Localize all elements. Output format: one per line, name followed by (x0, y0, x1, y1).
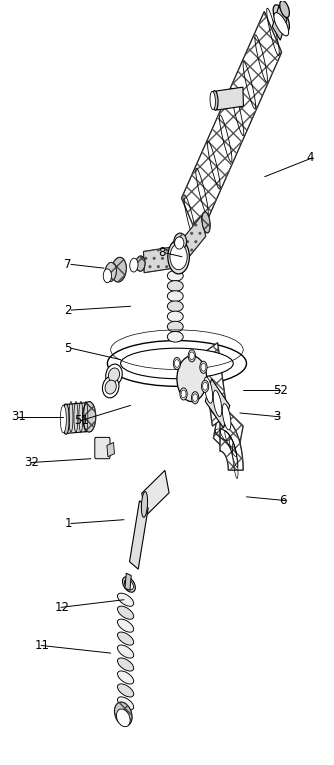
Ellipse shape (118, 619, 134, 632)
Polygon shape (107, 442, 115, 457)
Text: 51: 51 (74, 414, 89, 427)
Ellipse shape (170, 244, 187, 270)
Ellipse shape (105, 262, 117, 282)
Ellipse shape (118, 593, 134, 607)
Polygon shape (202, 343, 227, 426)
Ellipse shape (118, 645, 134, 658)
Ellipse shape (167, 321, 183, 332)
Polygon shape (144, 246, 179, 272)
Ellipse shape (191, 392, 199, 404)
Ellipse shape (167, 301, 183, 311)
Ellipse shape (174, 360, 179, 367)
Ellipse shape (118, 658, 134, 671)
Ellipse shape (167, 281, 183, 291)
Ellipse shape (181, 390, 186, 398)
Ellipse shape (118, 697, 134, 710)
Polygon shape (142, 470, 169, 516)
Ellipse shape (174, 233, 187, 250)
Ellipse shape (212, 90, 218, 110)
Ellipse shape (167, 331, 183, 342)
Polygon shape (181, 11, 282, 239)
Text: 5: 5 (64, 342, 72, 355)
Ellipse shape (107, 340, 246, 386)
Text: 7: 7 (64, 258, 72, 271)
Ellipse shape (130, 259, 138, 272)
Ellipse shape (124, 579, 133, 590)
Ellipse shape (115, 702, 132, 726)
Ellipse shape (167, 311, 183, 322)
Ellipse shape (103, 269, 112, 282)
Ellipse shape (167, 291, 183, 301)
Text: 31: 31 (11, 410, 26, 423)
Polygon shape (272, 6, 287, 41)
Ellipse shape (168, 239, 189, 274)
Ellipse shape (222, 404, 231, 430)
Ellipse shape (82, 402, 96, 432)
Polygon shape (176, 216, 206, 267)
Text: 2: 2 (64, 304, 72, 317)
Ellipse shape (112, 257, 126, 282)
Ellipse shape (118, 606, 134, 619)
Polygon shape (220, 417, 243, 470)
FancyBboxPatch shape (95, 438, 110, 459)
Text: 12: 12 (54, 601, 69, 614)
Ellipse shape (189, 352, 194, 360)
Polygon shape (216, 87, 243, 110)
Text: 52: 52 (273, 383, 288, 396)
Ellipse shape (117, 709, 130, 727)
Ellipse shape (180, 388, 187, 400)
Ellipse shape (60, 405, 66, 433)
Ellipse shape (280, 1, 289, 18)
Ellipse shape (200, 361, 207, 373)
Text: 1: 1 (64, 517, 72, 530)
Ellipse shape (201, 363, 206, 371)
Text: 4: 4 (306, 151, 314, 164)
Ellipse shape (118, 684, 134, 697)
Ellipse shape (202, 212, 210, 233)
Ellipse shape (204, 377, 213, 403)
Ellipse shape (173, 357, 181, 369)
Ellipse shape (136, 256, 145, 272)
Text: 6: 6 (280, 494, 287, 507)
Ellipse shape (188, 350, 195, 362)
Text: 32: 32 (25, 456, 39, 469)
Ellipse shape (121, 348, 233, 379)
Ellipse shape (109, 368, 120, 382)
Ellipse shape (123, 577, 135, 592)
Polygon shape (64, 402, 91, 434)
Ellipse shape (210, 91, 215, 109)
Ellipse shape (193, 394, 198, 402)
Ellipse shape (118, 671, 134, 684)
Ellipse shape (201, 380, 209, 392)
Polygon shape (205, 379, 230, 428)
Polygon shape (125, 573, 131, 591)
Ellipse shape (118, 632, 134, 645)
Text: 8: 8 (159, 246, 166, 259)
Ellipse shape (274, 13, 289, 36)
Ellipse shape (106, 364, 122, 386)
Ellipse shape (105, 380, 116, 394)
Polygon shape (213, 403, 243, 461)
Ellipse shape (63, 404, 69, 435)
Ellipse shape (213, 390, 222, 417)
Ellipse shape (177, 356, 207, 402)
Ellipse shape (203, 382, 207, 390)
Text: 11: 11 (34, 639, 49, 652)
Text: 3: 3 (273, 410, 280, 423)
Ellipse shape (141, 492, 148, 517)
Ellipse shape (273, 5, 290, 31)
Polygon shape (130, 501, 148, 569)
Ellipse shape (175, 237, 184, 249)
Ellipse shape (103, 376, 119, 398)
Ellipse shape (167, 271, 183, 281)
